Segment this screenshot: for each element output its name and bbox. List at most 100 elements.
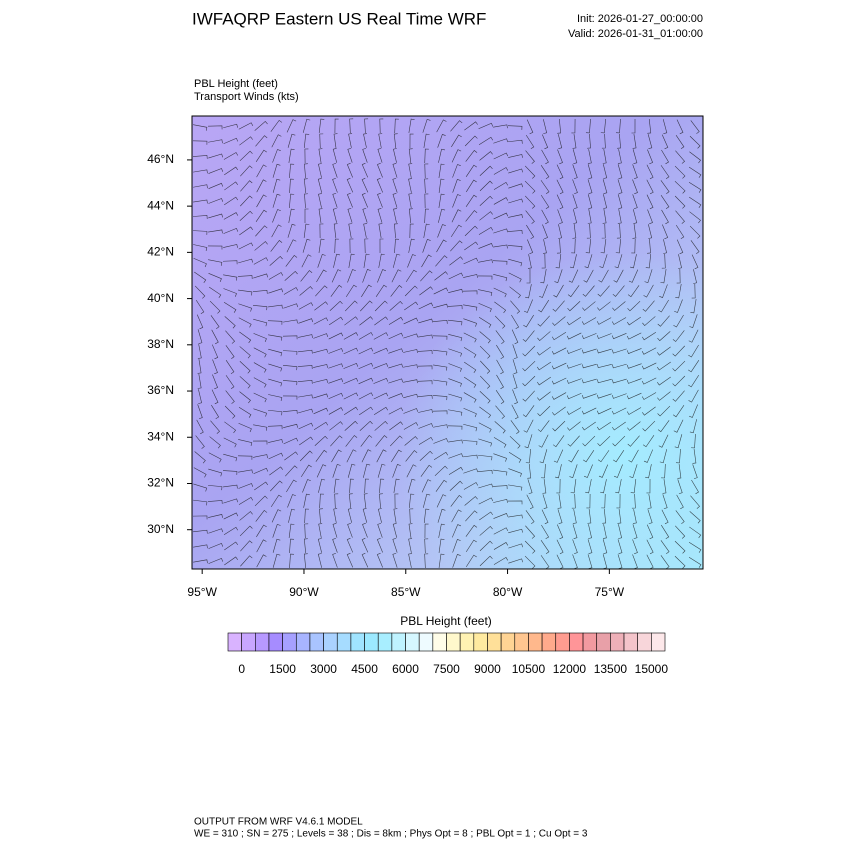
- wind-barb: [493, 527, 509, 535]
- wind-barb: [269, 255, 283, 266]
- colorbar: 0 1500 3000 4500 6000 7500 9000 10500 12000 13500…: [227, 632, 668, 676]
- wind-barb: [656, 361, 671, 371]
- wind-barb: [541, 524, 550, 540]
- wind-barb: [541, 509, 549, 525]
- wind-barb: [436, 494, 447, 508]
- wind-barb: [663, 239, 667, 254]
- wind-barb: [208, 273, 222, 283]
- wind-barb: [393, 478, 400, 493]
- wind-barb: [542, 494, 548, 510]
- wind-barb: [629, 464, 638, 479]
- wind-barb: [238, 439, 253, 447]
- wind-barb: [493, 274, 508, 282]
- wind-barb: [432, 335, 448, 340]
- wind-barb: [303, 223, 310, 238]
- wind-barb: [223, 137, 239, 145]
- wind-barb: [193, 559, 208, 564]
- wind-barb: [417, 365, 433, 370]
- wind-barb: [224, 316, 236, 329]
- title: IWFAQRP Eastern US Real Time WRF: [192, 9, 486, 28]
- wind-barb: [303, 493, 310, 508]
- wind-barb: [224, 541, 238, 551]
- wind-barb: [496, 359, 504, 375]
- wind-barb: [581, 393, 597, 399]
- wind-barb: [424, 148, 429, 164]
- ocean-shading: [192, 116, 703, 569]
- wind-barb: [495, 330, 505, 344]
- wind-barb: [255, 510, 268, 522]
- wind-barb: [343, 347, 359, 355]
- wind-barb: [282, 395, 298, 400]
- colorbar-box: [582, 632, 598, 652]
- wind-barb: [377, 162, 383, 178]
- wind-barb: [676, 239, 684, 255]
- wind-barb: [328, 378, 344, 384]
- wind-barb: [332, 148, 338, 163]
- wind-barb: [448, 409, 463, 416]
- wind-barb: [208, 452, 222, 463]
- wind-barb: [572, 224, 577, 239]
- wind-barb: [285, 465, 298, 477]
- wind-barb: [313, 348, 328, 354]
- wind-barb: [302, 479, 311, 493]
- wind-barb: [641, 377, 657, 385]
- wind-barb: [408, 553, 413, 568]
- wind-barb: [688, 389, 699, 403]
- wind-barb: [509, 286, 521, 299]
- wind-barb: [424, 538, 429, 554]
- wind-barb: [661, 253, 666, 269]
- wind-barb: [361, 177, 369, 193]
- wind-barb: [479, 555, 493, 567]
- wind-barb: [660, 195, 670, 210]
- wind-barb: [388, 332, 404, 340]
- wind-barb: [238, 289, 253, 296]
- wind-barb: [508, 214, 523, 219]
- wind-barb: [616, 493, 621, 509]
- wind-barb: [210, 315, 220, 329]
- wind-barb: [282, 380, 298, 386]
- vector-field: Transport Winds (kts): [194, 91, 299, 103]
- wind-barb: [283, 287, 299, 295]
- wind-barb: [569, 254, 577, 269]
- wind-barb: [628, 269, 639, 283]
- wind-barb: [689, 135, 701, 149]
- wind-barb: [299, 286, 313, 296]
- wind-barb: [662, 494, 668, 510]
- wind-barb: [330, 284, 343, 297]
- wind-barb: [225, 390, 235, 404]
- wind-barb: [223, 526, 239, 535]
- wind-barb: [477, 275, 493, 280]
- wind-barb: [525, 284, 532, 299]
- wind-barb: [522, 330, 535, 342]
- colorbar-box: [473, 632, 488, 652]
- wind-barb: [571, 118, 576, 134]
- wind-barb: [333, 478, 340, 493]
- wind-barb: [408, 523, 413, 538]
- wind-barb: [616, 223, 621, 239]
- wind-barb: [362, 269, 371, 283]
- wind-barb: [433, 349, 448, 356]
- wind-barb: [567, 301, 581, 312]
- wind-barb: [659, 284, 668, 298]
- wind-barb: [346, 192, 353, 208]
- wind-barb: [674, 299, 683, 313]
- wind-barb: [657, 420, 670, 433]
- wind-barb: [448, 453, 464, 459]
- wind-barb: [423, 223, 430, 238]
- wind-barb: [691, 283, 696, 299]
- wind-barb: [508, 484, 523, 491]
- wind-barb: [318, 148, 323, 163]
- wind-barb: [193, 124, 208, 131]
- wind-barb: [304, 148, 309, 164]
- wind-barb: [256, 194, 267, 208]
- wind-barb: [556, 539, 564, 555]
- wind-barb: [523, 299, 533, 313]
- wind-barb: [542, 224, 548, 240]
- wind-barb: [626, 316, 641, 326]
- wind-barb: [223, 152, 239, 160]
- wind-barb: [408, 178, 413, 193]
- wind-barb: [424, 193, 429, 209]
- colorbar-box: [500, 632, 516, 652]
- valid-time: Valid: 2026-01-31_01:00:00: [568, 28, 703, 40]
- wind-barb: [541, 253, 546, 269]
